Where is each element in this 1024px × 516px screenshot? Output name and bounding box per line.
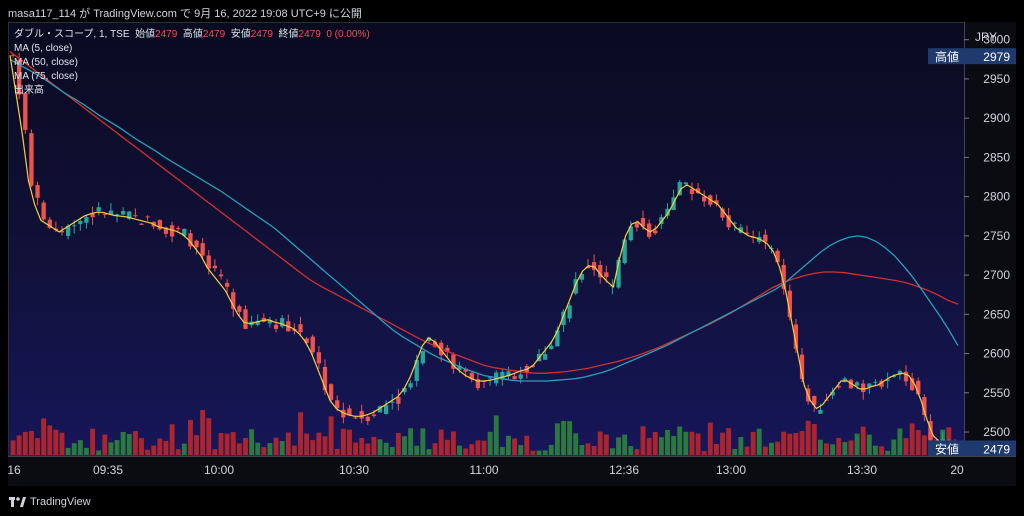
change-value: 0 (0.00%)	[326, 29, 370, 40]
symbol-name: ダブル・スコープ, 1, TSE	[14, 29, 130, 40]
high-value: 2479	[202, 29, 226, 40]
low-label: 安値	[230, 29, 251, 40]
price-axis[interactable]: JPY	[964, 22, 1016, 456]
open-label: 始値	[135, 29, 156, 40]
footer-brand[interactable]: TradingView	[30, 496, 91, 508]
currency-label: JPY	[975, 30, 998, 44]
legend-ma75[interactable]: MA (75, close)	[14, 71, 78, 82]
legend-symbol-row: ダブル・スコープ, 1, TSE 始値2479 高値2479 安値2479 終値…	[14, 28, 370, 42]
close-value: 2479	[298, 29, 321, 40]
tradingview-logo-icon[interactable]	[9, 497, 27, 507]
close-label: 終値	[278, 29, 299, 40]
legend-volume[interactable]: 出来高	[14, 85, 44, 96]
low-value: 2479	[250, 29, 273, 40]
open-value: 2479	[155, 29, 178, 40]
time-axis[interactable]	[8, 456, 1016, 486]
footer: TradingView	[0, 486, 1024, 516]
publish-header: masa117_114 が TradingView.com で 9月 16, 2…	[0, 0, 1024, 22]
high-label: 高値	[182, 29, 203, 40]
publish-info: masa117_114 が TradingView.com で 9月 16, 2…	[8, 8, 362, 20]
chart-legend: ダブル・スコープ, 1, TSE 始値2479 高値2479 安値2479 終値…	[14, 28, 370, 98]
legend-ma50[interactable]: MA (50, close)	[14, 57, 78, 68]
legend-ma5[interactable]: MA (5, close)	[14, 43, 73, 54]
